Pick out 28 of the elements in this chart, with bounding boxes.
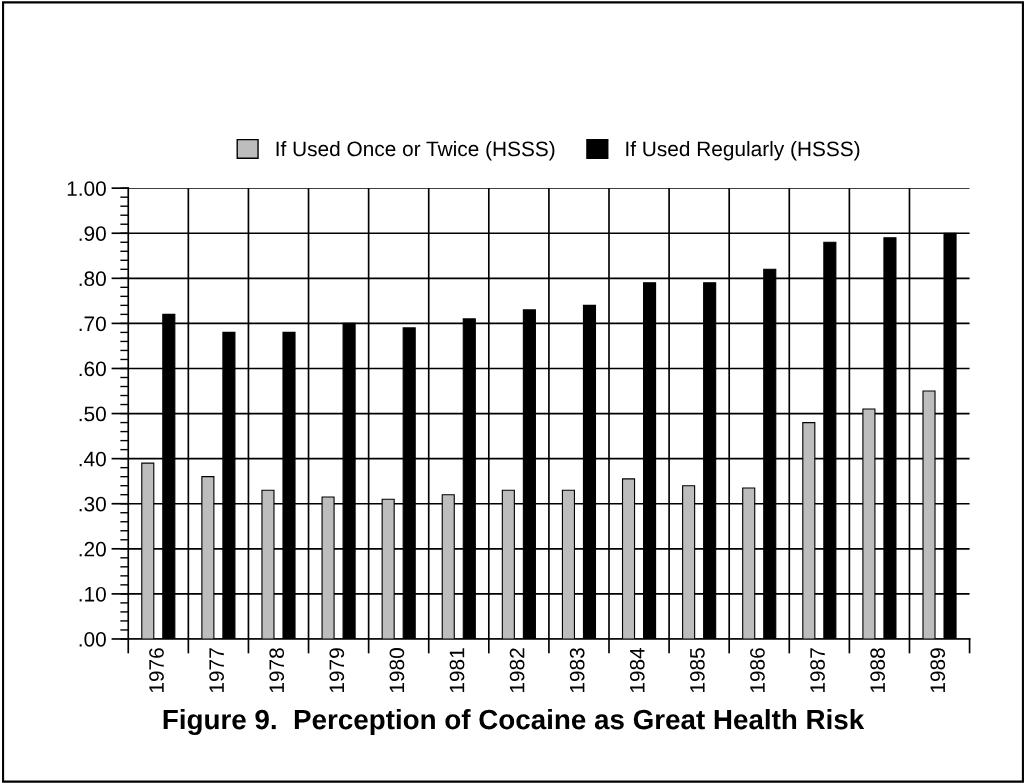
legend-label: If Used Regularly (HSSS) [626, 140, 860, 161]
y-tick-label: .80 [79, 271, 106, 287]
y-tick-label: .70 [79, 316, 106, 332]
legend-label: If Used Once or Twice (HSSS) [276, 140, 555, 161]
y-tick-label: .50 [79, 406, 106, 422]
x-tick-label: 1984 [629, 647, 645, 693]
x-tick-label: 1978 [269, 648, 285, 693]
y-tick-label: .10 [79, 586, 106, 602]
y-tick-label: .00 [79, 631, 106, 647]
y-tick-label: .90 [79, 226, 106, 241]
x-tick-label: 1979 [329, 648, 345, 693]
y-tick-label: .20 [79, 541, 106, 557]
x-tick-label: 1985 [689, 648, 705, 693]
x-tick-label: 1988 [870, 648, 886, 693]
x-tick-label: 1980 [389, 648, 405, 693]
y-tick-label: .60 [79, 361, 106, 377]
x-tick-label: 1976 [149, 648, 164, 693]
x-tick-label: 1987 [810, 648, 825, 693]
x-tick-label: 1977 [209, 648, 224, 693]
y-tick-label: .30 [79, 496, 106, 512]
y-tick-label: .40 [79, 451, 106, 467]
x-tick-label: 1989 [930, 648, 946, 693]
x-tick-label: 1986 [750, 648, 765, 693]
y-tick-label: 1.00 [67, 181, 106, 196]
x-tick-label: 1983 [569, 648, 585, 693]
x-tick-label: 1981 [449, 648, 465, 693]
text: Figure 9. Perception of Cocaine as Great Health Risk [163, 708, 865, 736]
x-tick-label: 1982 [509, 648, 525, 693]
